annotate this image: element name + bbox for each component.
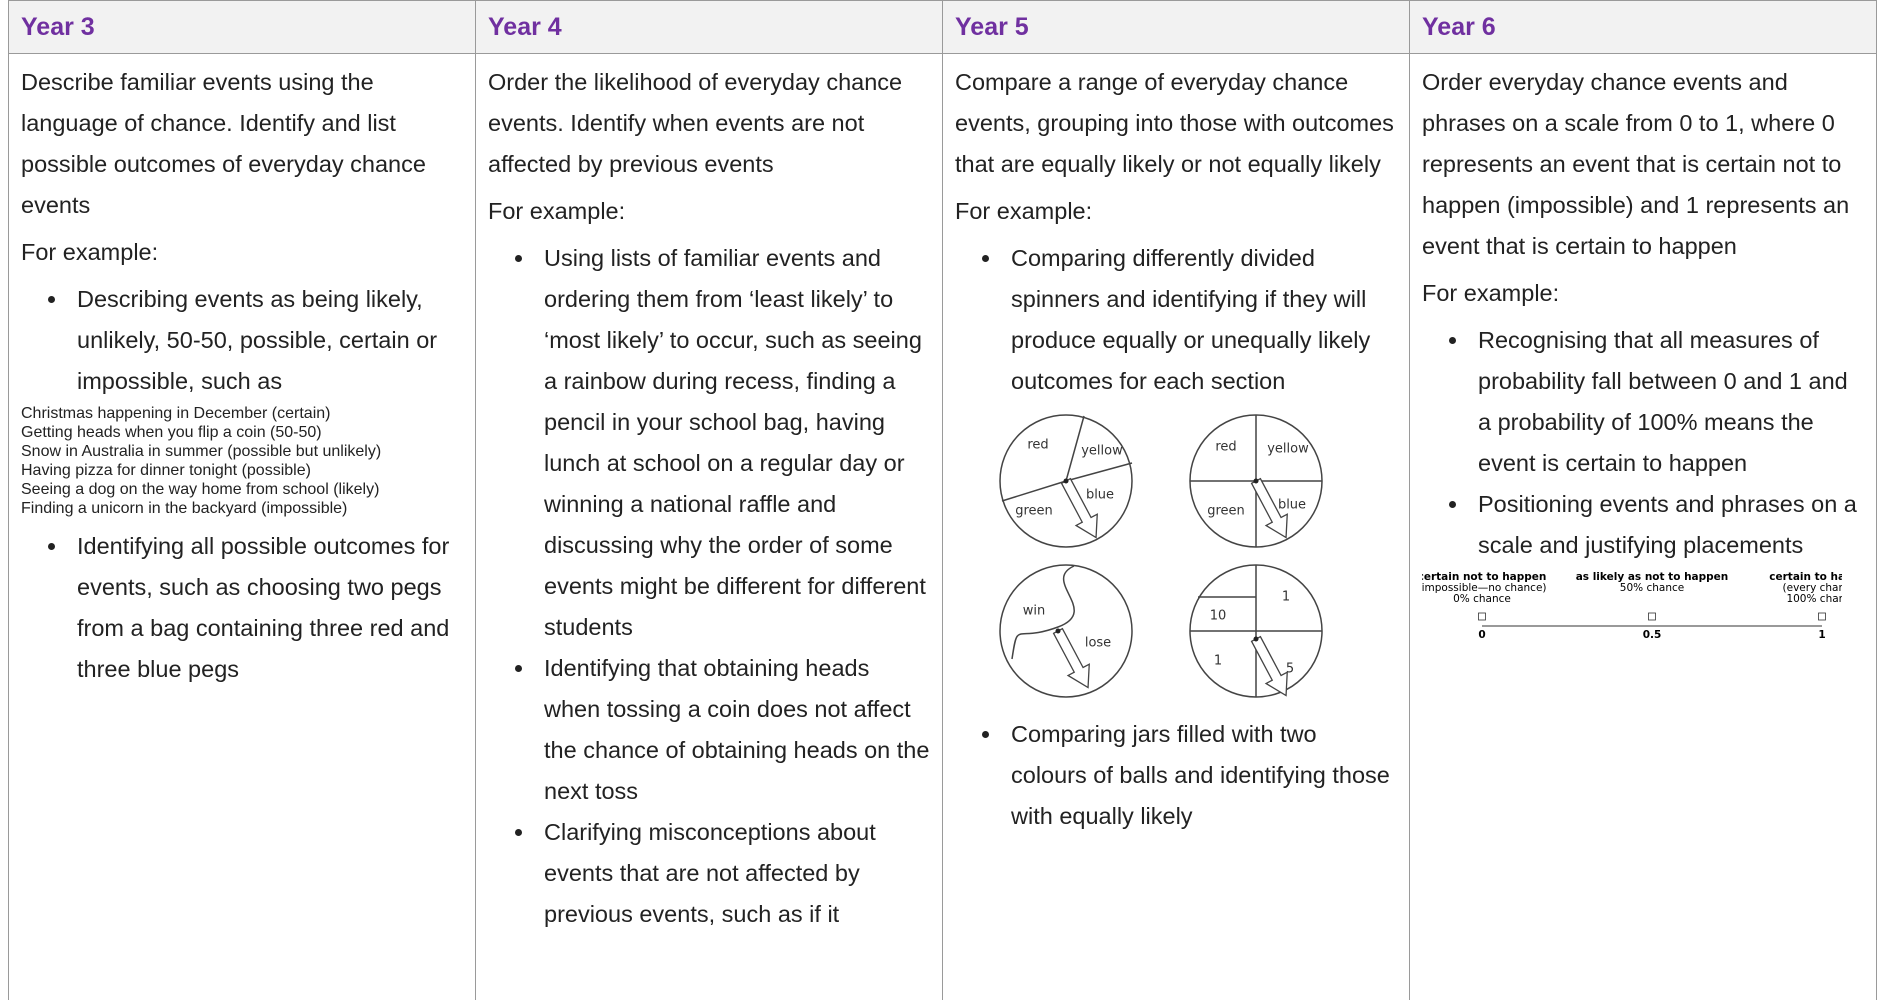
example-list: Recognising that all measures of probabi… [1418, 320, 1875, 663]
spinner-divider [1065, 462, 1133, 482]
spinner-label: 1 [1282, 590, 1290, 605]
description: Order everyday chance events and phrases… [1422, 69, 1850, 259]
example-event: Getting heads when you flip a coin (50-5… [21, 424, 322, 441]
example-text: Recognising that all measures of probabi… [1478, 327, 1848, 476]
description: Compare a range of everyday chance event… [955, 69, 1394, 177]
spinner-divider [1011, 565, 1075, 660]
scale-value: 0 [1478, 629, 1485, 641]
scale-chance: 0% chance [1453, 593, 1511, 605]
description: Describe familiar events using the langu… [21, 69, 426, 218]
example-list: Comparing differently divided spinners a… [955, 238, 1397, 837]
example-text: Clarifying misconceptions about events t… [544, 819, 876, 927]
example-item: Comparing jars filled with two colours o… [1003, 714, 1397, 837]
spinner: win lose [999, 564, 1133, 698]
spinner-label: 5 [1286, 662, 1294, 677]
spinner-label: red [1027, 438, 1048, 453]
example-event: Christmas happening in December (certain… [21, 405, 331, 422]
example-event: Finding a unicorn in the backyard (impos… [21, 500, 348, 517]
example-text: Positioning events and phrases on a scal… [1478, 491, 1857, 558]
scale-box [1818, 612, 1826, 621]
scale-box [1648, 612, 1656, 621]
column-heading: Year 5 [943, 0, 1409, 54]
example-text: Identifying all possible outcomes for ev… [77, 533, 450, 682]
spinner-label: blue [1086, 488, 1114, 503]
column: Year 3 Describe familiar events using the… [9, 0, 476, 1000]
example-item: Describing events as being likely, unlik… [21, 279, 463, 518]
example-item: Using lists of familiar events and order… [536, 238, 930, 648]
spinner: red yellow green blue [999, 414, 1133, 548]
spinner-label: green [1207, 504, 1245, 519]
example-intro: For example: [488, 198, 626, 224]
scale-chance: 100% chance [1786, 593, 1842, 605]
spinner-rim [999, 564, 1133, 698]
spinner-label: 1 [1214, 654, 1222, 669]
spinner-pivot [1253, 478, 1259, 484]
table: Year 3 Describe familiar events using the… [8, 0, 1877, 1000]
description: Order the likelihood of everyday chance … [488, 69, 903, 177]
spinner-pivot [1063, 478, 1069, 484]
column: Year 5 Compare a range of everyday chance… [943, 0, 1410, 1000]
spinner-label: 10 [1210, 609, 1227, 624]
spinner-label: yellow [1267, 442, 1309, 457]
spinner-rim [999, 414, 1133, 548]
scale-title: certain not to happen [1422, 571, 1546, 583]
spinner-label: lose [1085, 636, 1111, 651]
example-event: Snow in Australia in summer (possible bu… [21, 443, 382, 460]
example-event: Seeing a dog on the way home from school… [21, 481, 380, 498]
spinner-pivot [1253, 636, 1259, 642]
spinner-label: green [1015, 504, 1053, 519]
example-intro: For example: [955, 198, 1093, 224]
scale-subtitle: (every chance) [1783, 582, 1842, 594]
example-item: Identifying that obtaining heads when to… [536, 648, 930, 812]
cell-body: Order the likelihood of everyday chance … [476, 54, 942, 935]
spinner: red yellow green blue [1189, 414, 1323, 548]
example-text: Identifying that obtaining heads when to… [544, 655, 930, 804]
example-text: Comparing jars filled with two colours o… [1011, 721, 1390, 829]
spinner-label: yellow [1081, 444, 1123, 459]
example-text: Comparing differently divided spinners a… [1011, 245, 1371, 394]
example-item: Clarifying misconceptions about events t… [536, 812, 930, 935]
example-text: Using lists of familiar events and order… [544, 245, 926, 640]
spinner-divider [1065, 415, 1085, 482]
example-intro: For example: [21, 239, 159, 265]
example-item: Recognising that all measures of probabi… [1470, 320, 1864, 484]
spinner-divider [1001, 480, 1067, 502]
spinner: 10 1 1 5 [1189, 564, 1323, 698]
scale-chance: 50% chance [1620, 582, 1684, 594]
spinner-arrow [1250, 477, 1288, 539]
spinner-label: blue [1278, 498, 1306, 513]
spinner-label: win [1023, 604, 1045, 619]
scale-value: 0.5 [1643, 629, 1662, 641]
column-heading: Year 3 [9, 0, 475, 54]
example-list: Describing events as being likely, unlik… [21, 279, 463, 690]
cell-body: Order everyday chance events and phrases… [1410, 54, 1876, 663]
example-item: Identifying all possible outcomes for ev… [69, 526, 463, 690]
scale-title: as likely as not to happen [1576, 571, 1729, 583]
probability-scale: certain not to happen(impossible—no chan… [1418, 571, 1875, 641]
example-events: Christmas happening in December (certain… [21, 404, 463, 518]
scale-box [1478, 612, 1486, 621]
spinner-arrow [1250, 635, 1288, 697]
spinner-arrow [1052, 627, 1090, 689]
spinner-label: red [1215, 440, 1236, 455]
column-heading: Year 6 [1410, 0, 1876, 54]
example-intro: For example: [1422, 280, 1560, 306]
cell-body: Compare a range of everyday chance event… [943, 54, 1409, 837]
example-text: Describing events as being likely, unlik… [77, 286, 438, 394]
example-item: Comparing differently divided spinners a… [999, 238, 1397, 706]
example-event: Having pizza for dinner tonight (possibl… [21, 462, 311, 479]
column: Year 4 Order the likelihood of everyday c… [476, 0, 943, 1000]
spinners: red yellow green blue red yellow green blue win l… [991, 406, 1397, 706]
column: Year 6 Order everyday chance events and p… [1410, 0, 1877, 1000]
example-item: Positioning events and phrases on a scal… [1418, 484, 1875, 663]
scale-value: 1 [1818, 629, 1825, 641]
spinner-arrow [1060, 477, 1098, 539]
example-list: Using lists of familiar events and order… [488, 238, 930, 935]
column-heading: Year 4 [476, 0, 942, 54]
scale-subtitle: (impossible—no chance) [1422, 582, 1547, 594]
spinner-pivot [1055, 628, 1061, 634]
cell-body: Describe familiar events using the langu… [9, 54, 475, 690]
